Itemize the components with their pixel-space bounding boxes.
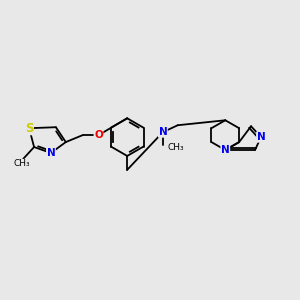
Text: S: S xyxy=(25,122,33,135)
Text: N: N xyxy=(256,132,265,142)
Text: N: N xyxy=(221,145,230,155)
Text: CH₃: CH₃ xyxy=(14,159,31,168)
Text: N: N xyxy=(46,148,55,158)
Text: O: O xyxy=(94,130,103,140)
Text: N: N xyxy=(158,127,167,137)
Text: CH₃: CH₃ xyxy=(168,142,184,152)
